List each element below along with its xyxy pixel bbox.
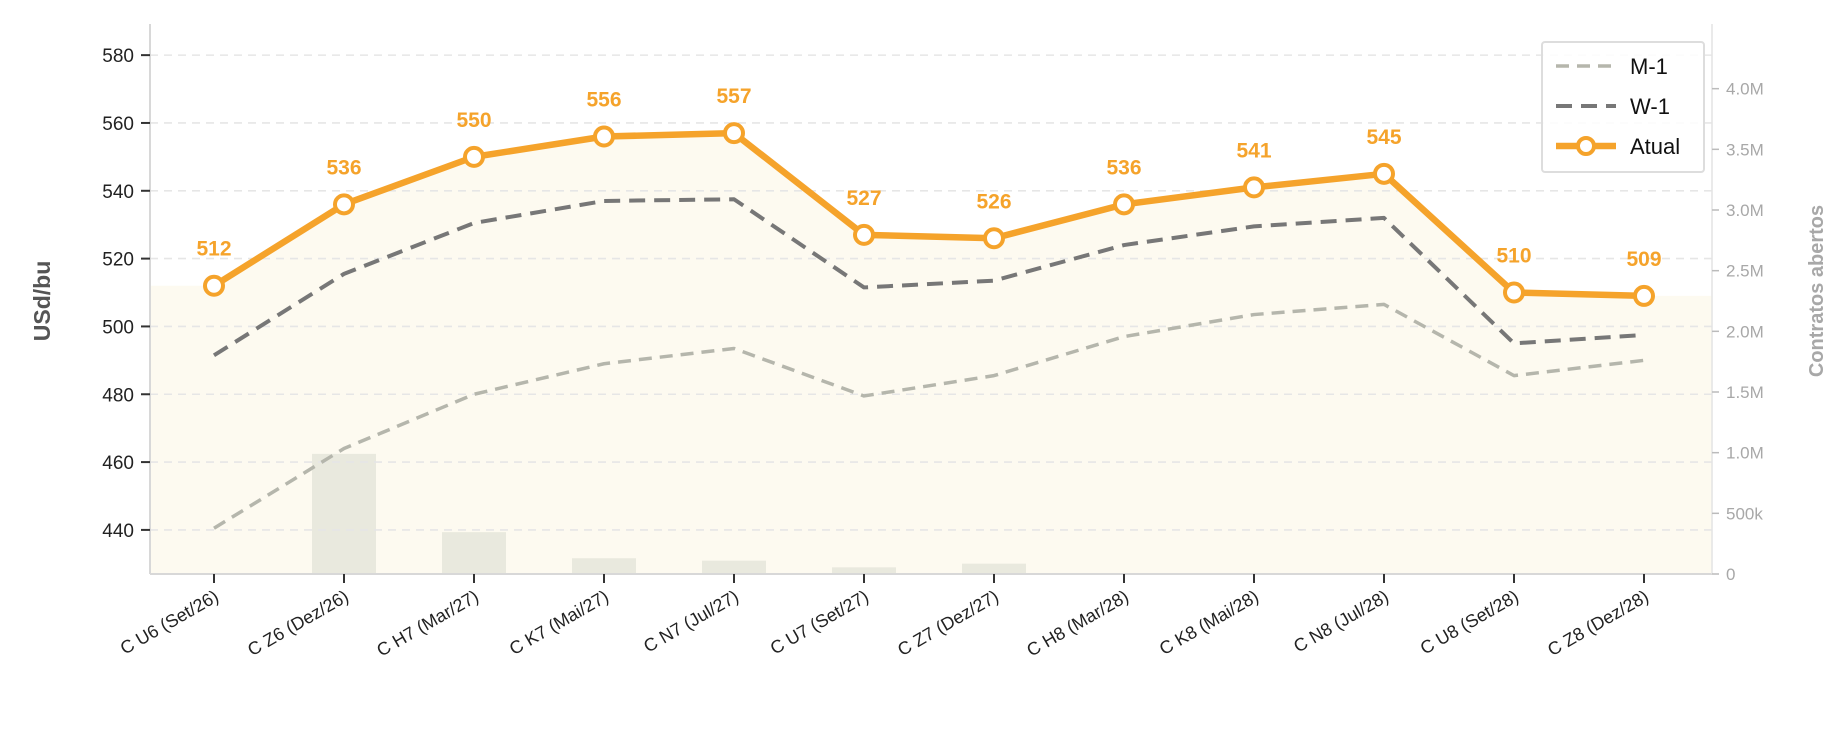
series-line-m-1 (213, 302, 1645, 530)
data-point-marker (1243, 176, 1265, 199)
data-label: 536 (326, 156, 361, 179)
x-tick-label: C K7 (Mai/27) (506, 586, 612, 659)
data-point-marker (1633, 284, 1655, 307)
open-interest-bar (312, 453, 376, 574)
y2-tick-label: 2.0M (1726, 322, 1764, 341)
x-tick-label: C U7 (Set/27) (767, 586, 872, 658)
data-label: 541 (1236, 139, 1271, 162)
y-tick-label: 520 (102, 250, 134, 271)
x-tick-label: C U6 (Set/26) (117, 586, 222, 658)
data-point-marker (203, 274, 225, 297)
y-tick-label: 460 (102, 453, 134, 474)
legend-label: W-1 (1630, 94, 1670, 119)
legend-label: Atual (1630, 134, 1680, 159)
data-point-marker (463, 145, 485, 168)
data-label: 545 (1366, 126, 1401, 149)
y2-axis-title: Contratos abertos (1806, 205, 1828, 377)
open-interest-bar (832, 567, 896, 574)
y2-tick-label: 3.5M (1726, 140, 1764, 159)
data-point-marker (1113, 193, 1135, 216)
data-label: 550 (456, 109, 491, 132)
data-label: 536 (1106, 156, 1141, 179)
y-tick-label: 560 (102, 114, 134, 135)
x-tick-label: C K8 (Mai/28) (1156, 586, 1262, 659)
data-label: 526 (976, 190, 1011, 213)
legend: M-1 W-1 Atual (1541, 41, 1705, 173)
data-point-marker (983, 227, 1005, 250)
open-interest-bar (962, 563, 1026, 574)
y2-tick-label: 0 (1726, 565, 1735, 584)
data-point-marker (1373, 162, 1395, 185)
y2-tick-label: 1.5M (1726, 383, 1764, 402)
y2-tick-label: 500k (1726, 504, 1763, 523)
open-interest-bar (702, 560, 766, 574)
data-point-marker (853, 223, 875, 246)
y-tick-label: 540 (102, 182, 134, 203)
x-tick-label: C H8 (Mar/28) (1023, 586, 1132, 660)
y-tick-label: 480 (102, 385, 134, 406)
series-layer (203, 122, 1655, 530)
x-tick-label: C Z7 (Dez/27) (894, 586, 1002, 660)
x-tick-label: C Z8 (Dez/28) (1544, 586, 1652, 660)
data-label: 509 (1626, 248, 1661, 271)
data-point-marker (1503, 281, 1525, 304)
series-line-atual (212, 129, 1645, 300)
y-tick-label: 440 (102, 521, 134, 542)
data-label: 556 (586, 89, 621, 112)
open-interest-bar (442, 532, 506, 574)
data-labels-layer: 512 536 550 556 557 527 526 536 541 545 510 509 (196, 85, 1661, 271)
data-point-marker (593, 125, 615, 148)
data-label: 510 (1496, 245, 1531, 268)
data-label: 527 (846, 187, 881, 210)
x-tick-label: C U8 (Set/28) (1417, 586, 1522, 658)
y2-tick-label: 3.0M (1726, 201, 1764, 220)
data-point-marker (723, 122, 745, 145)
legend-label: M-1 (1630, 54, 1668, 79)
legend-swatch-marker (1576, 136, 1596, 156)
data-label: 512 (196, 238, 231, 261)
x-tick-label: C H7 (Mar/27) (373, 586, 482, 660)
y-axis-title: USd/bu (29, 261, 55, 342)
y-tick-label: 580 (102, 46, 134, 67)
x-tick-label: C Z6 (Dez/26) (244, 586, 352, 660)
y2-tick-label: 1.0M (1726, 444, 1764, 463)
area-layer (150, 133, 1712, 574)
y-tick-label: 500 (102, 317, 134, 338)
open-interest-bar (572, 558, 636, 574)
x-tick-label: C N8 (Jul/28) (1290, 586, 1392, 656)
x-tick-label: C N7 (Jul/27) (640, 586, 742, 656)
series-line-w-1 (212, 197, 1645, 357)
current-curve-area (150, 133, 1712, 574)
y2-tick-label: 4.0M (1726, 80, 1764, 99)
open-interest-bars (312, 453, 1026, 574)
y2-tick-label: 2.5M (1726, 262, 1764, 281)
data-label: 557 (716, 85, 751, 108)
data-point-marker (333, 193, 355, 216)
